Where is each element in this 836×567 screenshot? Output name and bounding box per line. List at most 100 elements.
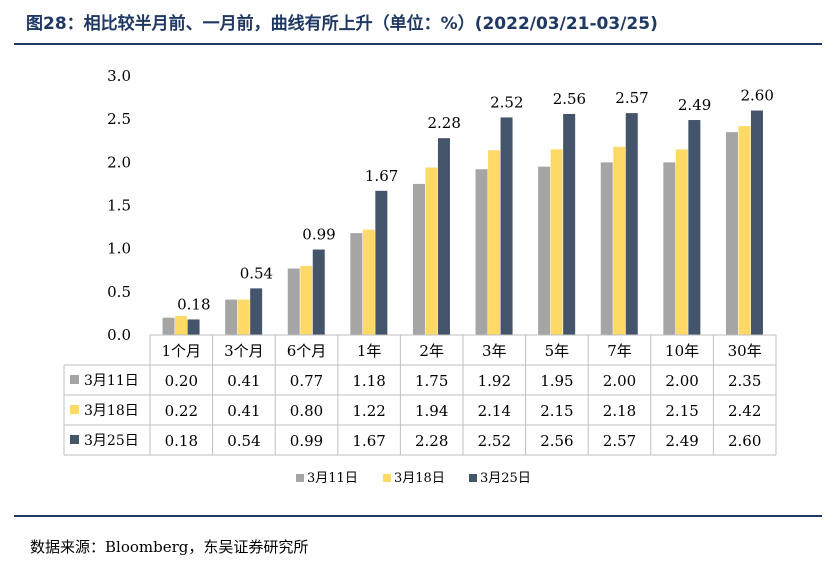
table-cell: 1.67 [352,432,385,450]
table-cell: 0.54 [227,432,260,450]
y-tick-label: 0.5 [107,283,131,301]
bar-1-2 [225,299,238,335]
bar-2-5 [425,167,438,335]
y-tick-label: 1.0 [107,240,131,258]
category-label: 30年 [728,342,762,360]
bar-2-3 [300,265,313,335]
data-label: 2.52 [490,93,523,111]
bar-1-4 [350,233,363,335]
table-row-label: 3月18日 [84,403,139,419]
table-cell: 0.99 [290,432,323,450]
table-cell: 2.60 [728,432,761,450]
table-cell: 0.20 [165,372,198,390]
table-cell: 2.49 [665,432,698,450]
data-label: 1.67 [365,167,398,185]
bar-1-5 [412,183,425,335]
table-cell: 0.77 [290,372,323,390]
chart-title: 图28：相比较半月前、一月前，曲线有所上升（单位：%）(2022/03/21-0… [26,14,658,34]
table-cell: 1.95 [540,372,573,390]
bar-2-10 [738,126,751,335]
table-cell: 0.41 [227,402,260,420]
category-label: 1个月 [162,342,202,360]
category-label: 2年 [419,342,444,360]
data-label: 2.57 [615,89,648,107]
bar-3-3 [312,249,325,335]
data-label: 0.99 [302,226,335,244]
y-tick-label: 0.0 [107,326,131,344]
bar-3-4 [375,190,388,335]
table-cell: 0.41 [227,372,260,390]
table-cell: 1.22 [352,402,385,420]
bar-1-10 [725,132,738,335]
top-rule [14,43,822,45]
table-cell: 2.56 [540,432,573,450]
table-cell: 2.57 [603,432,636,450]
bar-1-8 [600,162,613,335]
bar-1-3 [287,268,300,335]
legend-label: 3月18日 [394,471,445,486]
category-label: 6个月 [287,342,327,360]
table-cell: 1.18 [352,372,385,390]
y-tick-label: 2.5 [107,110,131,128]
table-cell: 0.80 [290,402,323,420]
data-label: 2.28 [427,114,460,132]
bar-3-6 [500,117,513,335]
table-legend-key [70,405,79,414]
legend-key [383,474,391,482]
table-cell: 2.35 [728,372,761,390]
table-cell: 2.18 [603,402,636,420]
category-label: 1年 [357,342,382,360]
table-cell: 1.92 [478,372,511,390]
source-note: 数据来源：Bloomberg，东吴证券研究所 [30,538,309,556]
data-label: 2.56 [553,90,586,108]
bar-3-7 [563,113,576,335]
table-cell: 2.00 [665,372,698,390]
legend-label: 3月25日 [480,471,531,486]
bar-3-8 [625,113,638,335]
table-cell: 2.00 [603,372,636,390]
category-label: 3个月 [224,342,264,360]
category-label: 5年 [545,342,570,360]
data-label: 0.54 [240,264,273,282]
table-cell: 2.52 [478,432,511,450]
data-label: 2.49 [678,96,711,114]
bar-1-1 [162,317,175,335]
bar-2-2 [237,299,250,335]
data-label: 0.18 [177,295,210,313]
legend-key [469,474,477,482]
bar-chart: 0.0 0.5 1.0 1.5 2.0 2.5 3.0 0.18 0.54 0.99 1.67 2.2… [63,67,777,486]
category-label: 7年 [607,342,632,360]
bar-2-1 [175,316,188,335]
bar-1-9 [663,162,676,335]
legend-key [296,474,304,482]
bar-3-1 [187,319,200,335]
bottom-rule [14,515,822,517]
category-label: 10年 [665,342,699,360]
table-cell: 0.18 [165,432,198,450]
table-cell: 2.15 [665,402,698,420]
bar-3-5 [437,138,450,335]
table-cell: 2.15 [540,402,573,420]
table-row-label: 3月11日 [84,373,139,389]
table-cell: 2.42 [728,402,761,420]
bar-3-10 [750,110,763,336]
table-cell: 2.28 [415,432,448,450]
table-legend-key [70,375,79,384]
bar-3-9 [688,120,701,335]
table-cell: 1.94 [415,402,448,420]
bar-2-8 [613,146,626,335]
bar-2-9 [675,149,688,335]
category-label: 3年 [482,342,507,360]
bar-2-4 [362,229,375,335]
bar-2-6 [488,150,501,335]
y-tick-label: 2.0 [107,153,131,171]
bar-2-7 [550,149,563,335]
y-tick-label: 3.0 [107,67,131,85]
legend-label: 3月11日 [307,471,358,486]
table-cell: 1.75 [415,372,448,390]
bar-1-6 [475,169,488,335]
data-label: 2.60 [740,87,773,105]
table-row-label: 3月25日 [84,433,139,449]
y-tick-label: 1.5 [107,197,131,215]
bar-1-7 [538,166,551,335]
